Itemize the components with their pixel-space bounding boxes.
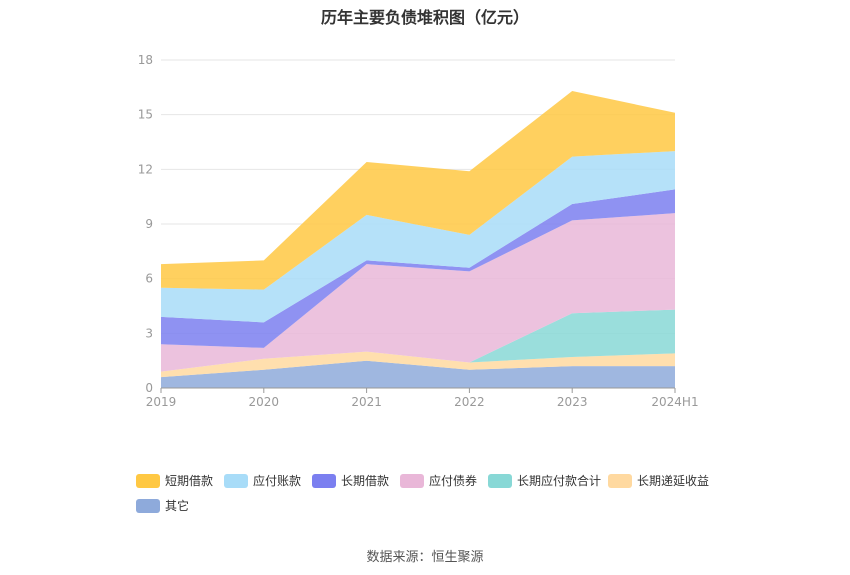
area-长期递延收益[interactable] <box>161 351 675 378</box>
y-tick-label: 12 <box>138 162 153 176</box>
legend-label: 长期借款 <box>341 474 390 488</box>
legend-label: 其它 <box>165 499 190 513</box>
x-tick-label: 2019 <box>146 395 177 409</box>
x-tick-label: 2022 <box>454 395 485 409</box>
legend-item[interactable]: 长期递延收益 <box>608 472 709 489</box>
x-tick-label: 2020 <box>249 395 280 409</box>
area-长期借款[interactable] <box>161 189 675 348</box>
legend-item[interactable]: 应付账款 <box>224 472 301 489</box>
y-tick-label: 3 <box>145 326 153 340</box>
area-其它[interactable] <box>161 360 675 388</box>
legend-label: 短期借款 <box>165 474 214 488</box>
legend-item[interactable]: 应付债券 <box>400 472 477 489</box>
chart-title: 历年主要负债堆积图（亿元） <box>320 8 529 27</box>
legend-item[interactable]: 其它 <box>136 497 189 514</box>
legend-label: 长期递延收益 <box>637 474 710 488</box>
legend-swatch <box>312 473 336 488</box>
y-tick-label: 6 <box>145 272 153 286</box>
legend-swatch <box>488 473 512 488</box>
legend-swatch <box>608 473 632 488</box>
series-areas <box>161 91 675 388</box>
y-tick-label: 0 <box>145 381 153 395</box>
legend-swatch <box>136 498 160 513</box>
x-tick-label: 2024H1 <box>651 395 698 409</box>
legend-swatch <box>400 473 424 488</box>
area-长期应付款合计[interactable] <box>161 309 675 372</box>
legend-label: 长期应付款合计 <box>517 474 602 488</box>
x-tick-label: 2023 <box>557 395 588 409</box>
x-tick-label: 2021 <box>351 395 382 409</box>
legend-label: 应付债券 <box>429 474 478 488</box>
x-axis: 2019 2020 2021 2022 2023 2024H1 <box>146 387 699 409</box>
y-tick-label: 9 <box>145 217 153 231</box>
legend-label: 应付账款 <box>253 474 302 488</box>
legend-swatch <box>136 473 160 488</box>
legend-item[interactable]: 长期应付款合计 <box>488 472 601 489</box>
y-axis-ticks: 0 3 6 9 12 15 18 <box>138 53 153 395</box>
legend-item[interactable]: 长期借款 <box>312 472 389 489</box>
data-source: 数据来源：恒生聚源 <box>366 550 484 565</box>
legend-swatch <box>224 473 248 488</box>
area-短期借款[interactable] <box>161 91 675 290</box>
y-tick-label: 18 <box>138 53 153 67</box>
area-应付账款[interactable] <box>161 151 675 323</box>
legend-item[interactable]: 短期借款 <box>136 472 213 489</box>
y-tick-label: 15 <box>138 108 153 122</box>
area-应付债券[interactable] <box>161 213 675 372</box>
